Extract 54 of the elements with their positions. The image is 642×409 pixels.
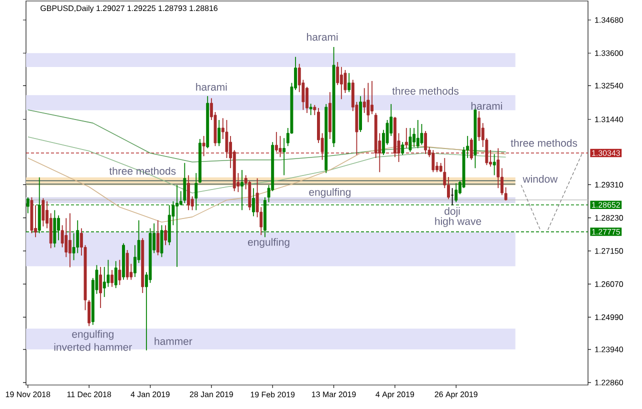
annotation: harami [307, 33, 338, 41]
candlestick [362, 88, 366, 114]
candlestick [370, 80, 374, 115]
line-series [28, 109, 506, 162]
candlestick [274, 132, 278, 152]
annotation: harami [471, 102, 502, 110]
candlestick [404, 128, 408, 149]
candlestick [76, 220, 80, 254]
candlestick [99, 266, 102, 308]
candlestick [408, 128, 412, 152]
candlestick [278, 136, 282, 158]
candlestick [412, 128, 416, 148]
annotation: doji [444, 207, 460, 217]
candlestick [306, 86, 308, 114]
annotation: inverted hammer [54, 343, 132, 351]
annotation: three methods [392, 87, 459, 95]
annotation: three methods [510, 139, 578, 147]
candlestick [110, 270, 114, 288]
candlestick [114, 260, 118, 289]
candlestick [348, 72, 351, 93]
candlestick [424, 130, 427, 154]
candlestick [218, 120, 221, 147]
annotation: hammer [154, 337, 192, 345]
annotation: harami [196, 83, 227, 91]
candlestick [68, 212, 72, 268]
annotation: high wave [435, 217, 482, 228]
candlestick [183, 162, 186, 204]
candlestick [470, 138, 473, 160]
annotation: three methods [109, 167, 176, 175]
candlestick [156, 220, 160, 256]
candlestick [164, 224, 168, 246]
candlestick [492, 154, 496, 176]
candlestick [118, 259, 122, 286]
annotation: engulfing [309, 188, 350, 198]
candlestick [309, 103, 312, 116]
candlestick [416, 120, 420, 149]
candlestick [202, 136, 206, 157]
candlestick [478, 110, 481, 142]
annotation: window [522, 175, 558, 183]
annotation: engulfing [72, 330, 114, 340]
candlestick [340, 66, 343, 100]
candlestick [126, 250, 129, 280]
candlestick [282, 138, 286, 176]
candlestick [336, 62, 340, 86]
candlestick [420, 124, 424, 146]
candlestick [366, 82, 370, 123]
candlestick [432, 150, 435, 173]
candlestick [42, 198, 45, 227]
candlestick [313, 104, 316, 116]
candlestick [187, 174, 190, 211]
candlestick [454, 182, 458, 203]
candlestick [401, 142, 404, 156]
annotation: engulfing [248, 238, 290, 248]
candlestick [64, 218, 68, 258]
